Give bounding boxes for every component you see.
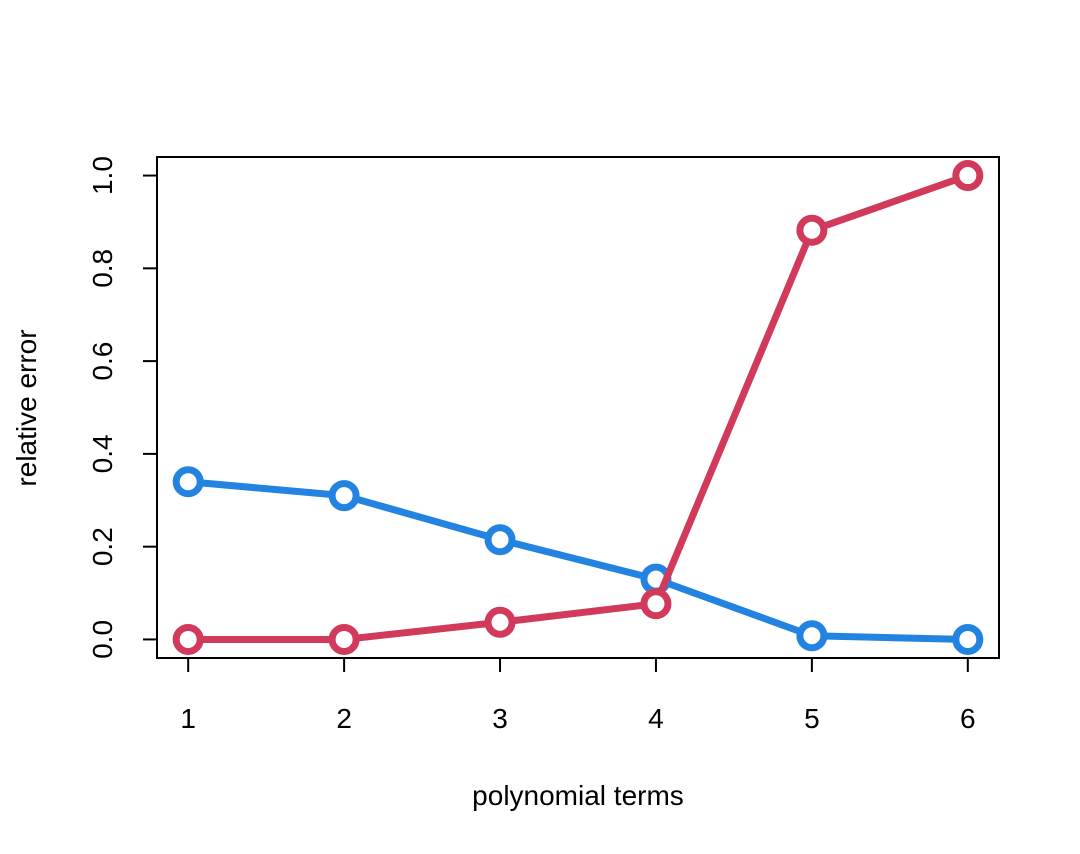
series-layer xyxy=(172,160,984,655)
y-tick-label: 0.4 xyxy=(87,434,118,473)
data-point xyxy=(796,620,828,652)
data-point xyxy=(640,588,672,620)
data-point xyxy=(484,524,516,556)
x-axis: 1 2 3 4 5 6 xyxy=(180,657,976,734)
series-line xyxy=(184,172,972,643)
series-line xyxy=(184,478,972,643)
data-point xyxy=(952,623,984,655)
data-point xyxy=(796,214,828,246)
series-2 xyxy=(172,160,984,655)
x-tick-label: 5 xyxy=(804,703,820,734)
x-tick-label: 6 xyxy=(960,703,976,734)
data-point xyxy=(328,623,360,655)
x-axis-label: polynomial terms xyxy=(472,780,684,811)
y-axis-label: relative error xyxy=(11,329,42,486)
data-point xyxy=(172,466,204,498)
y-tick-label: 0.6 xyxy=(87,342,118,381)
data-point xyxy=(484,606,516,638)
y-tick-label: 1.0 xyxy=(87,156,118,195)
x-tick-label: 3 xyxy=(492,703,508,734)
y-tick-label: 0.2 xyxy=(87,527,118,566)
y-axis: 0.0 0.2 0.4 0.6 0.8 1.0 xyxy=(87,156,158,659)
x-tick-label: 1 xyxy=(180,703,196,734)
x-tick-label: 2 xyxy=(336,703,352,734)
y-tick-label: 0.8 xyxy=(87,249,118,288)
data-point xyxy=(952,160,984,192)
x-tick-label: 4 xyxy=(648,703,664,734)
data-point xyxy=(172,623,204,655)
data-point xyxy=(328,480,360,512)
y-tick-label: 0.0 xyxy=(87,620,118,659)
